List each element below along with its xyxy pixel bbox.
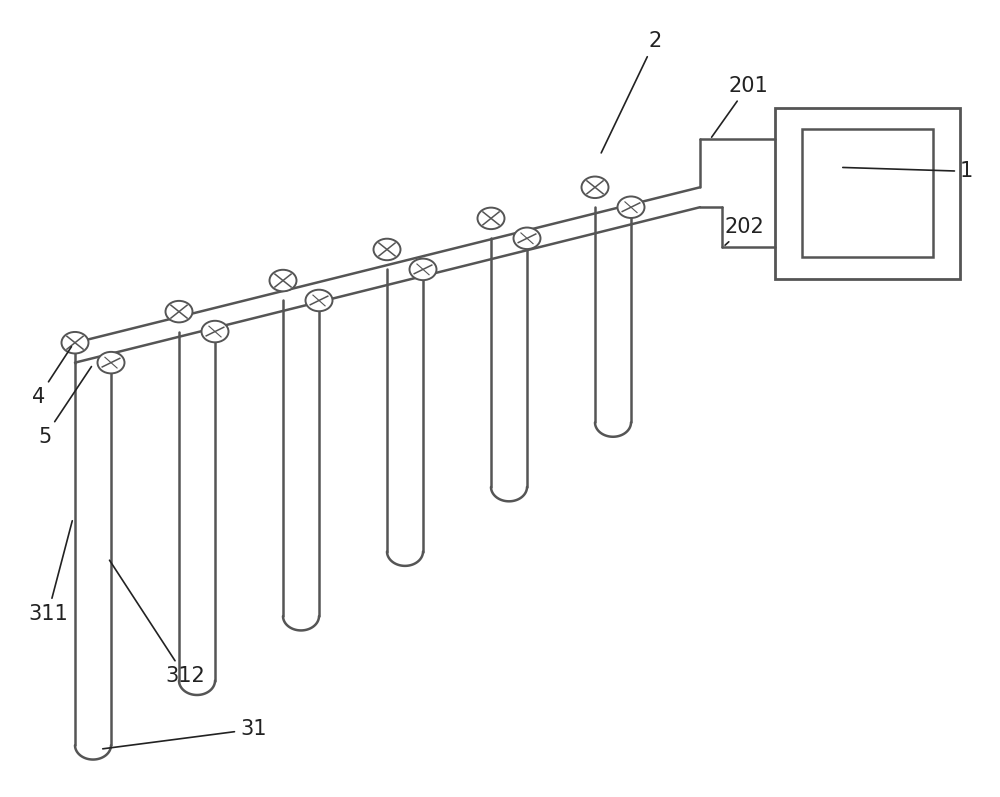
- Circle shape: [582, 177, 608, 198]
- Circle shape: [618, 197, 644, 218]
- Bar: [775, 108, 960, 279]
- Circle shape: [98, 352, 124, 373]
- Circle shape: [166, 301, 193, 323]
- Circle shape: [374, 239, 400, 261]
- Text: 5: 5: [38, 367, 91, 447]
- Circle shape: [62, 332, 88, 354]
- Circle shape: [202, 321, 228, 343]
- Text: 4: 4: [32, 347, 71, 407]
- Circle shape: [270, 269, 296, 292]
- Text: 31: 31: [103, 719, 266, 749]
- Circle shape: [514, 228, 540, 249]
- Circle shape: [478, 207, 505, 230]
- Text: 1: 1: [843, 161, 973, 182]
- Text: 312: 312: [110, 560, 205, 686]
- Text: 202: 202: [725, 217, 765, 245]
- Text: 201: 201: [712, 76, 768, 137]
- Circle shape: [410, 258, 437, 281]
- Bar: [802, 129, 933, 257]
- Circle shape: [306, 289, 332, 312]
- Text: 2: 2: [601, 31, 661, 153]
- Text: 311: 311: [28, 520, 72, 624]
